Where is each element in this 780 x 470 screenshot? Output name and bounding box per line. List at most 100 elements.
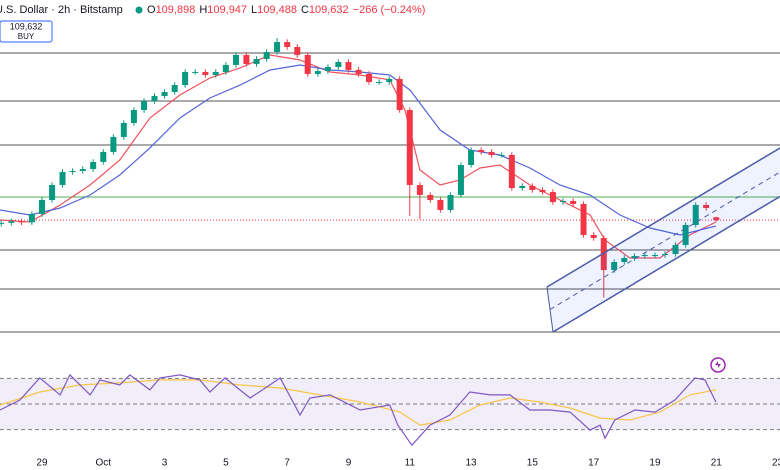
x-tick-label: 19 [649,458,661,469]
candle-body [79,169,86,171]
candle-body [437,199,444,210]
candle-body [304,54,311,74]
candle-body [38,199,45,214]
moving-average [0,64,717,236]
x-tick-label: 7 [284,458,290,469]
candle-body [90,161,97,170]
x-tick-label: 15 [527,458,539,469]
candle-body [171,85,178,93]
candle-body [560,200,567,203]
candle-body [151,96,158,102]
candle-body [508,155,515,189]
candle-body [457,165,464,195]
ohlc-label: L [251,4,257,16]
ohlc-label: H [199,4,207,16]
candle-body [232,54,239,65]
candle-body [335,62,342,68]
candle-body [539,189,546,193]
candle-body [100,151,107,162]
candle-body [641,255,648,257]
x-tick-label: 29 [36,458,48,469]
candle-body [580,204,587,235]
candle-body [631,256,638,258]
candle-body [386,78,393,83]
rsi-band [0,378,780,430]
candle-body [130,110,137,123]
candle-body [406,110,413,185]
candle-body [376,82,383,84]
candle-body [314,71,321,74]
ohlc: O109,898 H109,947 L109,488 C109,632 −266 (−0… [147,4,425,16]
rsi-pane [0,373,780,447]
candle-body [8,221,15,223]
candle-body [468,150,475,166]
candle-body [284,42,291,48]
candle-body [212,72,219,75]
candle-body [28,213,35,223]
price-action[interactable]: BUY [18,32,35,41]
candle-body [0,222,5,224]
candle-body [600,238,607,271]
candle-body [49,184,56,200]
candle-body [345,62,352,70]
x-tick-label: 23 [772,458,780,469]
candle-body [611,262,618,271]
candle-body [294,47,301,55]
rsi-line [0,379,717,426]
change: −266 (−0.24%) [353,4,426,16]
market-status [135,6,143,14]
alert-icon[interactable] [710,357,726,373]
candle-body [182,72,189,86]
candle-body [243,54,250,64]
candle-body [651,255,658,257]
ohlc-value: 109,632 [309,4,349,16]
x-tick-label: 11 [405,458,416,469]
ohlc-label: C [301,4,309,16]
time-axis: 29 Oct 3 5 7 9 11 13 15 17 19 21 23 [36,458,780,469]
candle-body [662,253,669,256]
x-tick-label: Oct [96,458,112,469]
candle-body [570,200,577,204]
x-tick-label: 17 [588,458,600,469]
candle-body [447,194,454,210]
channel-upper [546,147,780,288]
candle-body [416,184,423,195]
channel-lower [552,195,780,333]
candle-body [355,69,362,74]
candle-body [703,204,710,209]
candle-body [498,155,505,157]
candle-body [478,150,485,152]
symbol: U.S. Dollar · 2h · Bitstamp [0,4,123,16]
candle-body [222,64,229,73]
candle-body [692,204,699,225]
candle-body [682,224,689,245]
candle-body [263,52,270,59]
candle-body [713,217,720,221]
rsi-line [0,373,717,447]
candle-body [161,92,168,97]
channel-fill [547,148,780,332]
candle-body [18,221,25,223]
candle-body [59,171,66,185]
candle-body [110,136,117,152]
candle-body [590,234,597,238]
candle-body [69,170,76,172]
price-pane [0,38,780,333]
candle-body [519,185,526,189]
price-label-box[interactable] [0,20,53,43]
candle-body [141,101,148,111]
candle-body [621,257,628,263]
ohlc-value: 109,488 [257,4,297,16]
price-label: 109,632 [10,21,43,31]
header-bg [0,0,400,19]
candle-body [427,194,434,200]
x-tick-label: 5 [223,458,229,469]
moving-average [0,54,717,259]
candle-body [202,72,209,75]
ohlc-value: 109,898 [156,4,196,16]
candle-body [549,192,556,203]
candle-body [488,151,495,156]
candle-body [324,67,331,72]
channel-edge [546,286,554,333]
